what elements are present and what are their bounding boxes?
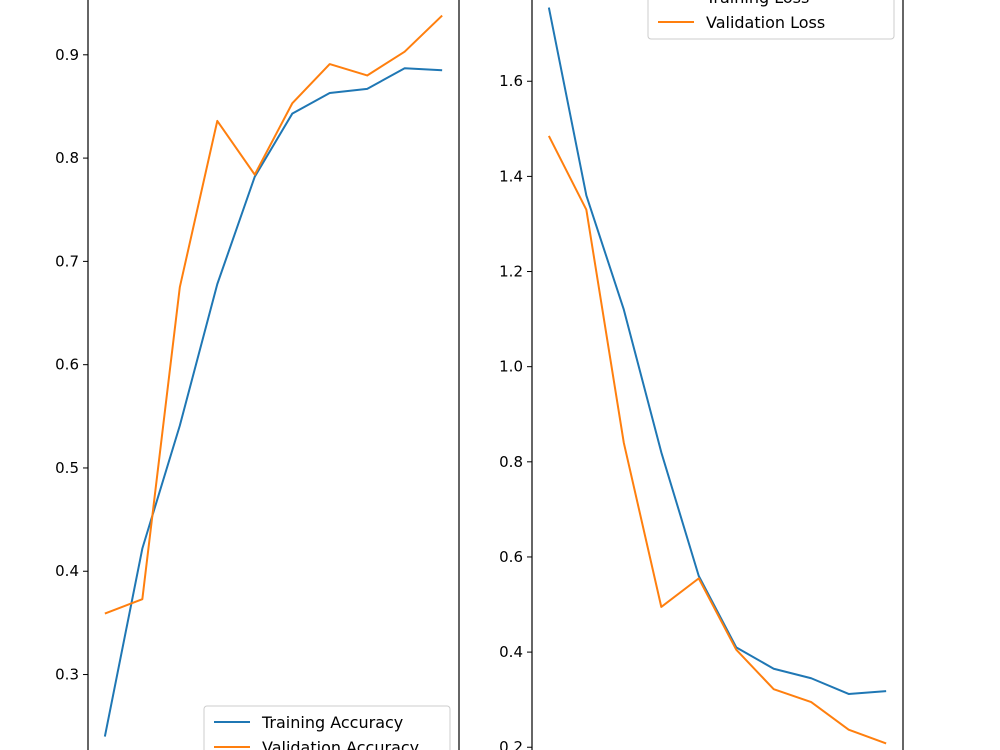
- accuracy-panel: 0.3 0.4 0.5 0.6 0.7 0.8 0.9 Training Accuracy V…: [55, 0, 460, 750]
- loss-y-tick-label: 1.4: [499, 167, 523, 185]
- accuracy-y-tick-label: 0.5: [55, 459, 79, 477]
- accuracy-legend-box: [203, 705, 451, 750]
- accuracy-y-tick-label: 0.3: [55, 666, 79, 684]
- accuracy-lines: [103, 14, 443, 737]
- loss-legend-label-1: Validation Loss: [706, 13, 825, 32]
- accuracy-y-tick-label: 0.8: [55, 149, 79, 167]
- accuracy-y-tick-label: 0.6: [55, 356, 79, 374]
- loss-legend-box: [647, 0, 895, 40]
- loss-y-tick-label: 0.4: [499, 643, 523, 661]
- loss-panel: 0.2 0.4 0.6 0.8 1.0 1.2 1.4 1.6 Training Loss Va…: [499, 0, 904, 750]
- accuracy-y-tick-label: 0.7: [55, 252, 79, 270]
- accuracy-series-line-1: [104, 14, 443, 615]
- loss-series-line-1: [547, 135, 887, 745]
- loss-y-tick-label: 0.8: [499, 453, 523, 471]
- accuracy-legend: Training Accuracy Validation Accuracy: [203, 705, 451, 750]
- accuracy-legend-label-1: Validation Accuracy: [262, 738, 419, 750]
- accuracy-legend-label-0: Training Accuracy: [261, 713, 403, 732]
- loss-y-tick-label: 1.6: [499, 72, 523, 90]
- accuracy-y-ticks: 0.3 0.4 0.5 0.6 0.7 0.8 0.9: [55, 46, 88, 684]
- loss-y-ticks: 0.2 0.4 0.6 0.8 1.0 1.2 1.4 1.6: [499, 72, 532, 750]
- loss-legend: Training Loss Validation Loss: [647, 0, 895, 40]
- loss-series-line-0: [547, 7, 887, 695]
- accuracy-y-tick-label: 0.4: [55, 562, 79, 580]
- loss-lines: [547, 7, 887, 745]
- loss-y-tick-label: 1.0: [499, 358, 523, 376]
- accuracy-axes-frame: [87, 0, 460, 750]
- loss-y-tick-label: 0.2: [499, 738, 523, 750]
- loss-y-tick-label: 0.6: [499, 548, 523, 566]
- loss-y-tick-label: 1.2: [499, 263, 523, 281]
- accuracy-series-line-0: [103, 67, 443, 737]
- accuracy-y-tick-label: 0.9: [55, 46, 79, 64]
- loss-axes-frame: [531, 0, 904, 750]
- loss-legend-label-0: Training Loss: [705, 0, 809, 7]
